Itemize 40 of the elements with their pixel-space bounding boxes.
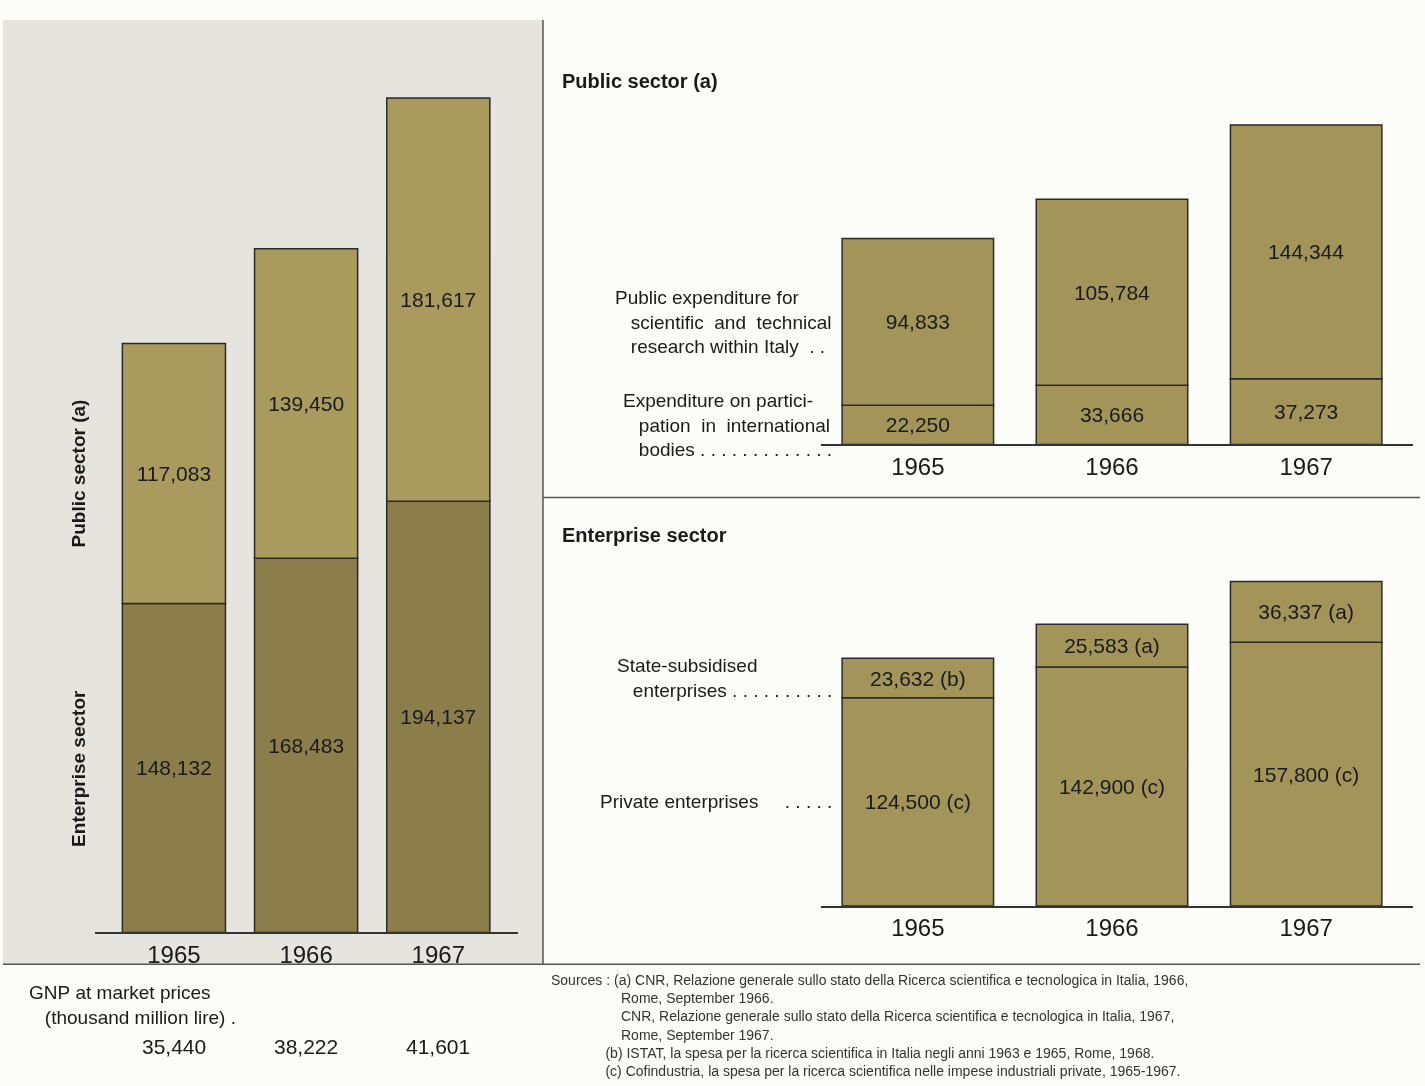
data-label: 33,666 bbox=[1079, 403, 1145, 427]
data-label: 105,784 bbox=[1073, 280, 1151, 304]
x-tick-label: 1965 bbox=[891, 914, 945, 942]
x-tick-label: 1967 bbox=[411, 941, 465, 969]
data-label: 144,344 bbox=[1268, 240, 1345, 264]
text: 35,440 bbox=[142, 1035, 207, 1058]
data-label: 94,833 bbox=[885, 310, 950, 334]
text: Public sector (a) bbox=[562, 70, 718, 92]
x-tick-label: 1965 bbox=[891, 452, 945, 480]
series-label: Expenditure on partici- pation in international bodies . . . . . . . . . . . . . bbox=[623, 390, 833, 461]
data-label: 22,250 bbox=[885, 413, 950, 437]
data-label: 36,337 (a) bbox=[1258, 600, 1355, 624]
data-label: 157,800 (c) bbox=[1253, 762, 1360, 786]
text: 41,601 bbox=[406, 1035, 471, 1058]
data-label: 181,617 bbox=[400, 288, 477, 312]
x-tick-label: 1966 bbox=[1085, 914, 1139, 942]
data-label: 139,450 bbox=[268, 392, 345, 416]
data-label: 142,900 (c) bbox=[1058, 775, 1166, 799]
text: GNP at market prices (thousand million lire) . bbox=[29, 982, 236, 1028]
text: Public sector (a) bbox=[68, 399, 90, 548]
text: Enterprise sector bbox=[562, 524, 727, 546]
data-label: 23,632 (b) bbox=[869, 666, 966, 690]
data-label: 117,083 bbox=[136, 462, 212, 486]
series-label: Private enterprises . . . . . bbox=[600, 791, 833, 812]
data-label: 168,483 bbox=[268, 733, 345, 757]
text: 38,222 bbox=[274, 1035, 339, 1058]
x-tick-label: 1965 bbox=[147, 941, 201, 969]
data-label: 37,273 bbox=[1274, 400, 1339, 424]
data-label: 148,132 bbox=[135, 756, 212, 780]
x-tick-label: 1967 bbox=[1279, 914, 1333, 942]
source-note: Sources : (a) CNR, Relazione generale sullo stato della Ricerca scientifica e tecnologica in Italia, 1966, Rome, September 1966. CNR, Relazione generale sullo stato della Ricerca scientifica e tecnologica in Italia, 1967, Rome, September 1967. (b) ISTAT, la spesa per la ricerca scientifica in Italia negli anni 1963 e 1965, Rome, 1968. (c) Cofindustria, la spesa per la ricerca scientifica nelle impese industriali private, 1965-1967. bbox=[551, 972, 1189, 1079]
x-tick-label: 1967 bbox=[1279, 452, 1333, 480]
data-label: 25,583 (a) bbox=[1064, 634, 1160, 658]
text: Enterprise sector bbox=[67, 690, 89, 847]
series-label: State-subsidised enterprises . . . . . . . . . . bbox=[617, 655, 833, 701]
data-label: 194,137 bbox=[400, 705, 477, 729]
series-label: Public expenditure for scientific and technical research within Italy . . bbox=[615, 287, 832, 358]
x-tick-label: 1966 bbox=[1085, 452, 1139, 480]
x-tick-label: 1966 bbox=[279, 941, 333, 969]
data-label: 124,500 (c) bbox=[864, 790, 971, 814]
